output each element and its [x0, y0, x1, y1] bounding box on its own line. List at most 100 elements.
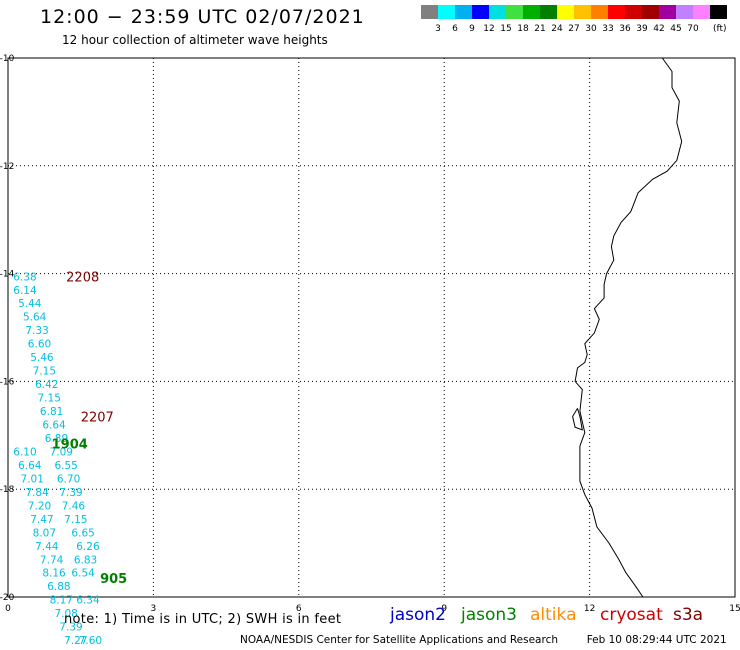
y-tick-label: -20	[0, 593, 15, 603]
wave-height-value: 6.54	[71, 568, 95, 580]
wave-height-value: 6.55	[54, 460, 77, 472]
colorbar-swatch	[676, 5, 693, 19]
colorbar-swatch	[438, 5, 455, 19]
y-tick-label: -12	[0, 162, 14, 172]
colorbar-swatch	[506, 5, 523, 19]
colorbar-swatch	[608, 5, 625, 19]
mission-altika: altika	[530, 605, 577, 625]
pass-number-label: 2207	[81, 410, 114, 425]
y-tick-label: -16	[0, 377, 15, 387]
wave-height-value: 6.88	[47, 581, 70, 593]
wave-height-value: 8.16	[42, 568, 66, 580]
wave-height-value: 7.27	[64, 635, 87, 647]
colorbar-swatch	[523, 5, 540, 19]
wave-height-value: 6.65	[71, 527, 94, 539]
pass-number-label: 1904	[52, 437, 88, 452]
wave-height-value: 8.07	[33, 527, 56, 539]
wave-height-value: 6.64	[42, 420, 66, 432]
colorbar-swatch	[693, 5, 710, 19]
colorbar-swatch	[642, 5, 659, 19]
colorbar-label: 27	[568, 24, 580, 34]
colorbar-swatch	[489, 5, 506, 19]
wave-height-value: 5.44	[18, 298, 42, 310]
footer-note: note: 1) Time is in UTC; 2) SWH is in fe…	[64, 612, 342, 627]
wave-height-value: 7.74	[40, 554, 64, 566]
x-tick-label: 9	[441, 604, 447, 614]
x-tick-label: 6	[296, 604, 302, 614]
colorbar-label: 9	[469, 24, 475, 34]
wave-height-value: 6.81	[40, 406, 63, 418]
colorbar-swatch	[557, 5, 574, 19]
colorbar-swatch	[421, 5, 438, 19]
coastline	[574, 57, 683, 598]
wave-height-value: 6.64	[18, 460, 42, 472]
colorbar-swatch	[540, 5, 557, 19]
y-tick-label: -14	[0, 270, 15, 280]
mission-jason2: jason2	[390, 605, 446, 625]
colorbar-label: 12	[483, 24, 495, 34]
wave-height-value: 7.39	[59, 622, 82, 634]
x-tick-label: 12	[584, 604, 595, 614]
pass-number-label: 905	[100, 572, 127, 587]
wave-height-value: 7.08	[54, 608, 77, 620]
y-tick-label: -10	[0, 54, 15, 64]
wave-height-value: 7.39	[59, 487, 82, 499]
wave-height-value: 6.10	[13, 446, 36, 458]
credit-text: NOAA/NESDIS Center for Satellite Applica…	[240, 634, 558, 646]
colorbar-label: 6	[452, 24, 458, 34]
colorbar-label: 36	[619, 24, 631, 34]
wave-height-value: 6.14	[13, 285, 37, 297]
mission-s3a: s3a	[673, 605, 704, 625]
wave-height-value: 6.89	[45, 433, 68, 445]
colorbar-label: 30	[585, 24, 597, 34]
wave-height-value: 5.64	[23, 312, 47, 324]
colorbar-label: 42	[653, 24, 665, 34]
footer-credit: NOAA/NESDIS Center for Satellite Applica…	[240, 634, 727, 646]
colorbar-swatch	[710, 5, 727, 19]
credit-timestamp: Feb 10 08:29:44 UTC 2021	[586, 634, 727, 646]
wave-height-value: 6.34	[76, 595, 100, 607]
x-tick-label: 0	[5, 604, 11, 614]
wave-height-value: 7.60	[79, 635, 102, 647]
wave-height-value: 6.38	[13, 271, 36, 283]
colorbar-label: 21	[534, 24, 546, 34]
x-tick-label: 3	[151, 604, 157, 614]
colorbar-swatch	[591, 5, 608, 19]
colorbar-unit: (ft)	[713, 24, 727, 34]
colorbar-label: 15	[500, 24, 512, 34]
y-tick-label: -18	[0, 485, 15, 495]
colorbar-label: 24	[551, 24, 563, 34]
map-frame	[7, 57, 736, 598]
wave-height-value: 7.33	[25, 325, 48, 337]
colorbar-label: 70	[687, 24, 699, 34]
wave-height-value: 7.09	[50, 446, 73, 458]
mission-jason3: jason3	[461, 605, 517, 625]
colorbar-swatch	[625, 5, 642, 19]
wave-height-value: 6.42	[35, 379, 58, 391]
colorbar-swatch	[574, 5, 591, 19]
coastline-island	[572, 408, 583, 431]
colorbar-label: 39	[636, 24, 648, 34]
wave-height-value: 7.15	[33, 366, 56, 378]
wave-height-value: 7.46	[62, 500, 86, 512]
colorbar-label: 18	[517, 24, 529, 34]
colorbar-label: 45	[670, 24, 682, 34]
wave-height-value: 7.20	[28, 500, 51, 512]
wave-height-value: 8.17	[50, 595, 73, 607]
wave-height-value: 6.70	[57, 473, 80, 485]
wave-height-value: 7.44	[35, 541, 59, 553]
wave-height-value: 5.46	[30, 352, 54, 364]
wave-height-value: 6.26	[76, 541, 100, 553]
wave-height-value: 6.83	[74, 554, 97, 566]
wave-height-value: 7.84	[25, 487, 49, 499]
wave-height-value: 7.15	[38, 393, 61, 405]
x-tick-label: 15	[729, 604, 740, 614]
colorbar-swatch	[472, 5, 489, 19]
colorbar-swatch	[659, 5, 676, 19]
colorbar-label: 33	[602, 24, 614, 34]
colorbar-swatch	[455, 5, 472, 19]
map-subtitle: 12 hour collection of altimeter wave hei…	[62, 33, 328, 47]
mission-cryosat: cryosat	[600, 605, 663, 625]
